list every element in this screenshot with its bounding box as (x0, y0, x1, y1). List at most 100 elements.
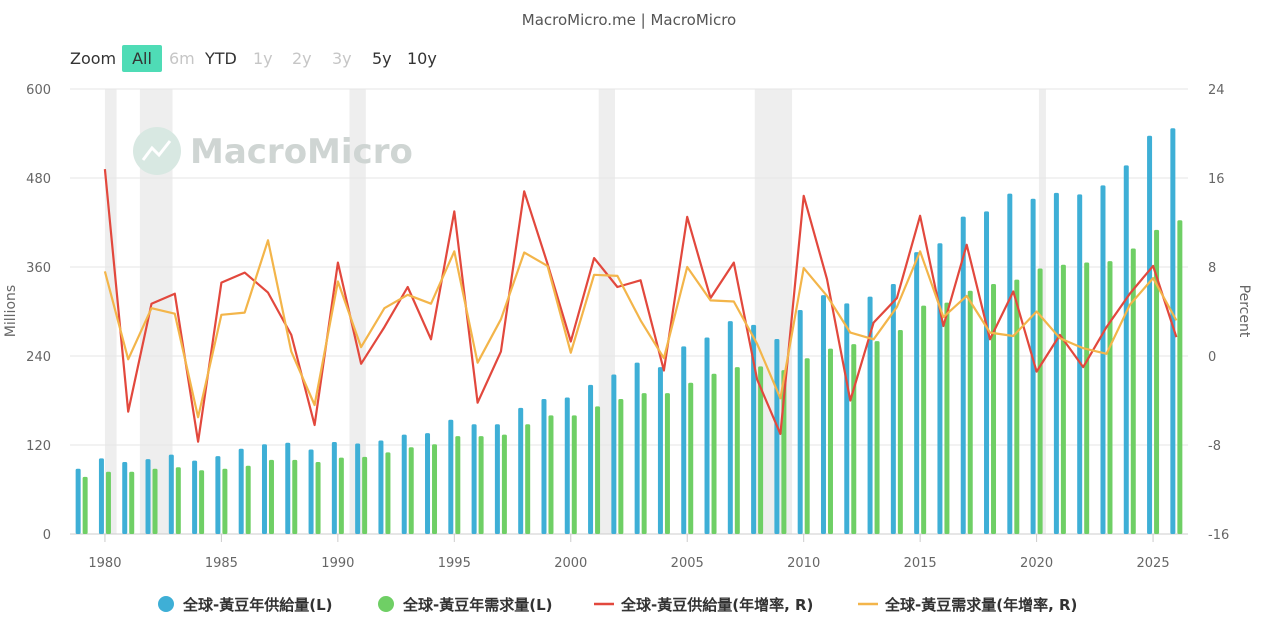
bar-supply (611, 374, 617, 534)
x-axis-tick-label: 1995 (438, 556, 471, 571)
y-axis-right-tick-label: 8 (1208, 261, 1216, 276)
y-axis-right-tick-label: -16 (1208, 528, 1229, 543)
x-axis-tick-label: 2005 (671, 556, 704, 571)
legend-label: 全球-黃豆供給量(年增率, R) (620, 596, 813, 614)
zoom-button-1y: 1y (253, 49, 273, 68)
zoom-button-ytd[interactable]: YTD (204, 49, 237, 68)
bar-demand (385, 452, 391, 534)
bar-demand (199, 470, 205, 534)
bar-supply (331, 442, 337, 534)
bar-supply (494, 424, 500, 534)
bar-demand (175, 467, 181, 534)
bar-demand (268, 459, 274, 534)
legend-item[interactable]: 全球-黃豆年供給量(L) (158, 596, 333, 614)
bar-demand (548, 415, 554, 534)
chart-source-title: MacroMicro.me | MacroMicro (522, 11, 736, 29)
bar-supply (1100, 185, 1106, 534)
bar-demand (1177, 220, 1183, 534)
zoom-button-5y-label: 5y (372, 49, 392, 68)
zoom-controls: Zoom All 6m YTD 1y 2y 3y 5y 10y (70, 45, 437, 72)
bar-demand (758, 366, 764, 534)
bar-demand (1154, 229, 1160, 534)
legend-item[interactable]: 全球-黃豆年需求量(L) (378, 596, 553, 614)
bar-supply (215, 456, 221, 534)
x-axis-tick-label: 2020 (1020, 556, 1053, 571)
zoom-button-6m: 6m (169, 49, 195, 68)
bar-demand (688, 382, 694, 534)
bar-demand (1107, 261, 1113, 534)
watermark-text: MacroMicro (190, 132, 413, 172)
legend-label: 全球-黃豆需求量(年增率, R) (884, 596, 1077, 614)
bar-series (75, 128, 1183, 535)
legend-marker-circle-icon (158, 596, 174, 612)
x-axis-tick-label: 1980 (88, 556, 121, 571)
x-axis-tick-label: 1985 (205, 556, 238, 571)
zoom-button-10y[interactable]: 10y (407, 49, 437, 68)
bar-demand (991, 284, 997, 534)
bar-demand (152, 468, 158, 534)
bar-demand (1037, 268, 1043, 534)
y-axis-right-tick-label: 0 (1208, 350, 1216, 365)
y-axis-left-tick-label: 0 (43, 528, 51, 543)
bar-supply (960, 216, 966, 535)
bar-supply (704, 337, 710, 534)
bar-demand (525, 424, 531, 534)
bar-demand (315, 462, 321, 534)
y-axis-left-tick-label: 120 (26, 439, 51, 454)
bar-demand (501, 434, 507, 534)
bar-demand (944, 302, 950, 534)
bar-demand (804, 358, 810, 534)
zoom-button-all[interactable]: All (122, 45, 162, 72)
x-axis-tick-label: 2010 (787, 556, 820, 571)
bar-supply (238, 448, 244, 534)
legend-item[interactable]: 全球-黃豆供給量(年增率, R) (594, 596, 813, 614)
bar-supply (774, 338, 780, 534)
bar-supply (541, 399, 547, 534)
grid-lines (70, 88, 1188, 535)
bar-demand (338, 457, 344, 534)
zoom-button-ytd-label: YTD (204, 49, 237, 68)
bar-demand (734, 367, 740, 534)
bar-demand (129, 471, 135, 534)
bar-demand (851, 344, 857, 534)
bar-supply (657, 367, 663, 534)
bar-demand (432, 444, 438, 534)
bar-supply (564, 397, 570, 534)
bar-demand (455, 436, 461, 534)
bar-supply (1077, 194, 1083, 535)
legend-label: 全球-黃豆年供給量(L) (182, 596, 333, 614)
recession-band (104, 89, 117, 534)
recession-band (349, 89, 366, 534)
bar-supply (751, 324, 757, 534)
bar-supply (797, 310, 803, 534)
bar-supply (145, 459, 151, 534)
bar-supply (425, 433, 431, 534)
zoom-button-all-label: All (132, 49, 152, 68)
zoom-label: Zoom (70, 49, 116, 68)
y-axis-left-title: Millions (3, 285, 19, 337)
axes: 0 120 240 360 480 600 -16 -8 0 8 16 24 1980 1985 1990 1… (26, 83, 1229, 571)
legend-item[interactable]: 全球-黃豆需求量(年增率, R) (858, 596, 1077, 614)
bar-supply (890, 284, 896, 534)
bar-supply (75, 468, 81, 534)
bar-supply (588, 384, 594, 534)
bar-supply (844, 303, 850, 534)
bar-supply (518, 407, 524, 534)
bar-supply (1053, 192, 1059, 535)
bar-supply (285, 442, 291, 534)
bar-demand (408, 447, 414, 534)
line-demand-growth (103, 239, 1178, 419)
bar-supply (937, 243, 943, 534)
bar-demand (478, 436, 484, 534)
bar-demand (874, 341, 880, 534)
bar-supply (1007, 193, 1013, 534)
bar-demand (1014, 279, 1020, 534)
zoom-button-5y[interactable]: 5y (372, 49, 392, 68)
y-axis-right-tick-label: 24 (1208, 83, 1225, 98)
macromicro-watermark: MacroMicro (133, 127, 413, 175)
bar-supply (984, 211, 990, 534)
zoom-button-3y-label: 3y (332, 49, 352, 68)
y-axis-left-tick-label: 240 (26, 350, 51, 365)
bar-supply (355, 443, 361, 534)
